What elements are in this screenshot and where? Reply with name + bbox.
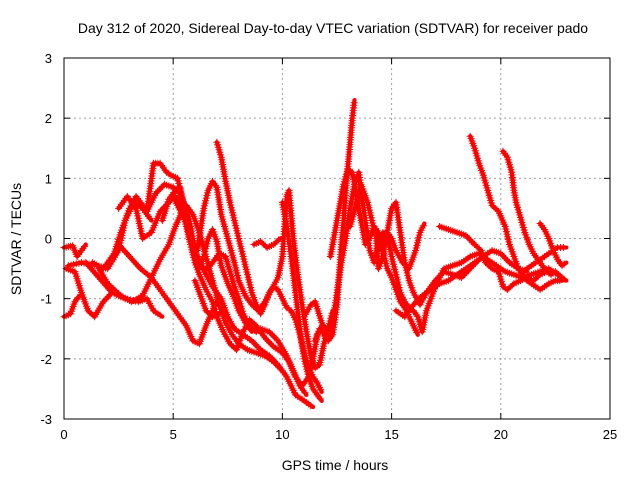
series-track-8 [115, 241, 220, 348]
plus-markers [326, 165, 421, 336]
plus-markers [191, 277, 221, 321]
x-axis-label: GPS time / hours [282, 457, 389, 473]
plus-markers [372, 222, 427, 273]
chart-title: Day 312 of 2020, Sidereal Day-to-day VTE… [78, 20, 588, 36]
x-tick-label: 25 [603, 427, 617, 442]
series-track-13 [191, 277, 222, 321]
series-track-18 [311, 168, 569, 345]
y-tick-label: -2 [40, 352, 52, 367]
x-tick-label: 15 [384, 427, 398, 442]
x-tick-label: 5 [170, 427, 177, 442]
plus-markers [278, 198, 324, 403]
y-tick-label: -3 [40, 412, 52, 427]
series-track-15 [250, 236, 283, 251]
y-tick-label: 0 [45, 232, 52, 247]
series-track-1 [60, 242, 88, 260]
y-tick-label: 3 [45, 51, 52, 66]
plus-markers [115, 241, 220, 348]
series-track-3 [62, 265, 115, 321]
data-series [60, 98, 569, 410]
plus-markers [466, 132, 564, 294]
plus-markers [536, 220, 568, 270]
plus-markers [62, 265, 114, 321]
x-tick-label: 20 [494, 427, 508, 442]
y-tick-label: 1 [45, 171, 52, 186]
x-tick-label: 0 [60, 427, 67, 442]
plus-markers [519, 244, 567, 276]
x-tick-label: 10 [275, 427, 289, 442]
y-tick-label: -1 [40, 292, 52, 307]
series-track-21 [372, 221, 427, 273]
series-track-27 [519, 244, 569, 276]
plus-markers [436, 223, 548, 294]
series-track-24 [466, 132, 565, 294]
series-track-16 [278, 198, 324, 403]
axis-ticks: 0 5 10 15 20 25 -3 -2 -1 0 1 2 3 [40, 51, 617, 442]
series-track-19 [326, 165, 421, 337]
series-trace [313, 170, 569, 343]
plus-markers [250, 236, 283, 251]
plus-markers [311, 168, 568, 345]
y-tick-label: 2 [45, 111, 52, 126]
y-axis-label: SDTVAR / TECUs [8, 183, 24, 295]
